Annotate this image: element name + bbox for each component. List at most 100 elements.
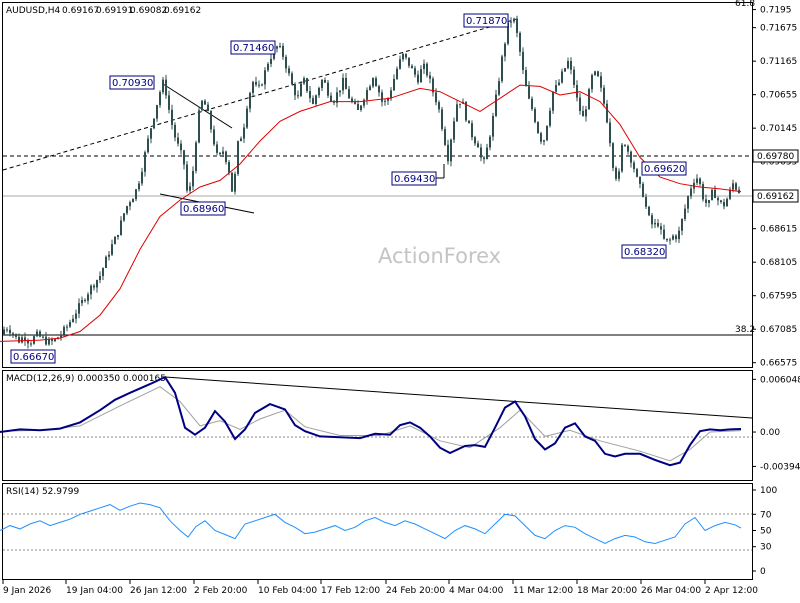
candle-body [594,71,596,75]
candle-body [183,150,185,165]
candle-body [162,79,164,93]
rising-trendline [2,17,521,171]
candle-body [726,198,728,207]
candle-body [669,239,671,241]
candle-body [222,151,224,155]
wedge-upper-line [162,83,233,129]
candle-body [465,101,467,121]
candle-body [441,109,443,130]
ohlc-high: 0.69191 [96,6,133,16]
candle-body [339,90,341,93]
candle-body [36,331,38,337]
price-axis-label: 0.70145 [760,124,797,134]
candle-body [219,152,221,155]
candle-body [81,300,83,304]
rsi-title: RSI(14) 52.9799 [6,487,79,497]
candle-body [504,43,506,57]
macd-axis: 0.006048 0.00 -0.00394 [752,375,800,472]
price-axis-label: 0.67085 [760,325,797,335]
annotation-text: 0.69620 [644,164,685,175]
annotation-0-7146: 0.71460 [230,40,276,55]
candle-body [666,238,668,241]
candle-body [165,79,167,96]
candle-body [18,336,20,343]
candle-body [135,189,137,200]
candle-body [147,138,149,153]
candle-body [588,89,590,110]
candle-body [459,103,461,105]
candle-body [24,337,26,341]
candle-body [207,104,209,112]
candle-body [48,339,50,345]
macd-signal-line [0,386,742,462]
candle-body [678,230,680,240]
candle-body [717,198,719,201]
price-axis-label: 0.68615 [760,225,797,235]
candle-body [474,137,476,144]
candle-body [90,285,92,295]
candle-body [288,68,290,74]
candle-body [507,22,509,44]
candle-body [333,101,335,103]
x-axis-label: 19 Jan 04:00 [66,586,123,596]
candle-body [570,61,572,70]
price-title: AUDUSD,H4 [6,6,61,16]
candle-body [357,103,359,110]
candle-body [732,183,734,190]
annotation-box [180,201,226,216]
candle-body [96,280,98,288]
candle-body [546,125,548,141]
price-axis-label: 0.7195 [760,6,792,16]
candle-body [501,56,503,82]
candle-body [114,236,116,245]
candle-body [714,189,716,199]
candle-body [303,78,305,84]
candle-body [609,122,611,144]
candle-body [225,151,227,162]
candle-body [216,144,218,153]
candle-body [126,206,128,214]
candle-body [561,71,563,83]
candle-body [351,98,353,102]
annotation-text: 0.71460 [233,43,274,54]
rsi-axis-label: 30 [760,543,772,553]
rsi-axis: 100 70 50 30 0 [752,486,777,577]
candle-body [171,109,173,125]
candle-series [3,15,740,349]
candle-body [66,326,68,328]
candle-body [699,178,701,185]
candle-body [396,68,398,79]
candle-body [3,329,5,335]
candle-body [189,186,191,191]
candle-body [735,183,737,190]
candle-body [483,157,485,160]
rsi-panel: RSI(14) 52.9799 100 70 50 30 0 [0,483,777,580]
x-axis-label: 24 Feb 20:00 [386,586,445,596]
candle-body [345,77,347,90]
candle-body [393,78,395,91]
candle-body [84,300,86,302]
candle-body [408,57,410,66]
candle-body [60,334,62,338]
current-tag-box [752,189,799,203]
candle-body [369,86,371,91]
annotation-0-7093: 0.70930 [109,75,155,90]
resistance-price-tag: 0.69780 [752,149,799,163]
candle-body [489,136,491,148]
candle-body [540,133,542,142]
candle-body [123,213,125,221]
candle-body [384,100,386,102]
candle-body [675,235,677,240]
candle-body [585,109,587,117]
annotation-0-6832: 0.68320 [621,244,667,259]
candle-body [9,329,11,334]
candle-body [54,339,56,342]
candle-body [645,196,647,207]
candle-body [399,59,401,69]
rsi-axis-label: 50 [760,527,772,537]
candle-body [318,87,320,96]
rsi-panel-frame [2,483,753,580]
x-axis-label: 18 Mar 20:00 [577,586,637,596]
candle-body [405,53,407,58]
